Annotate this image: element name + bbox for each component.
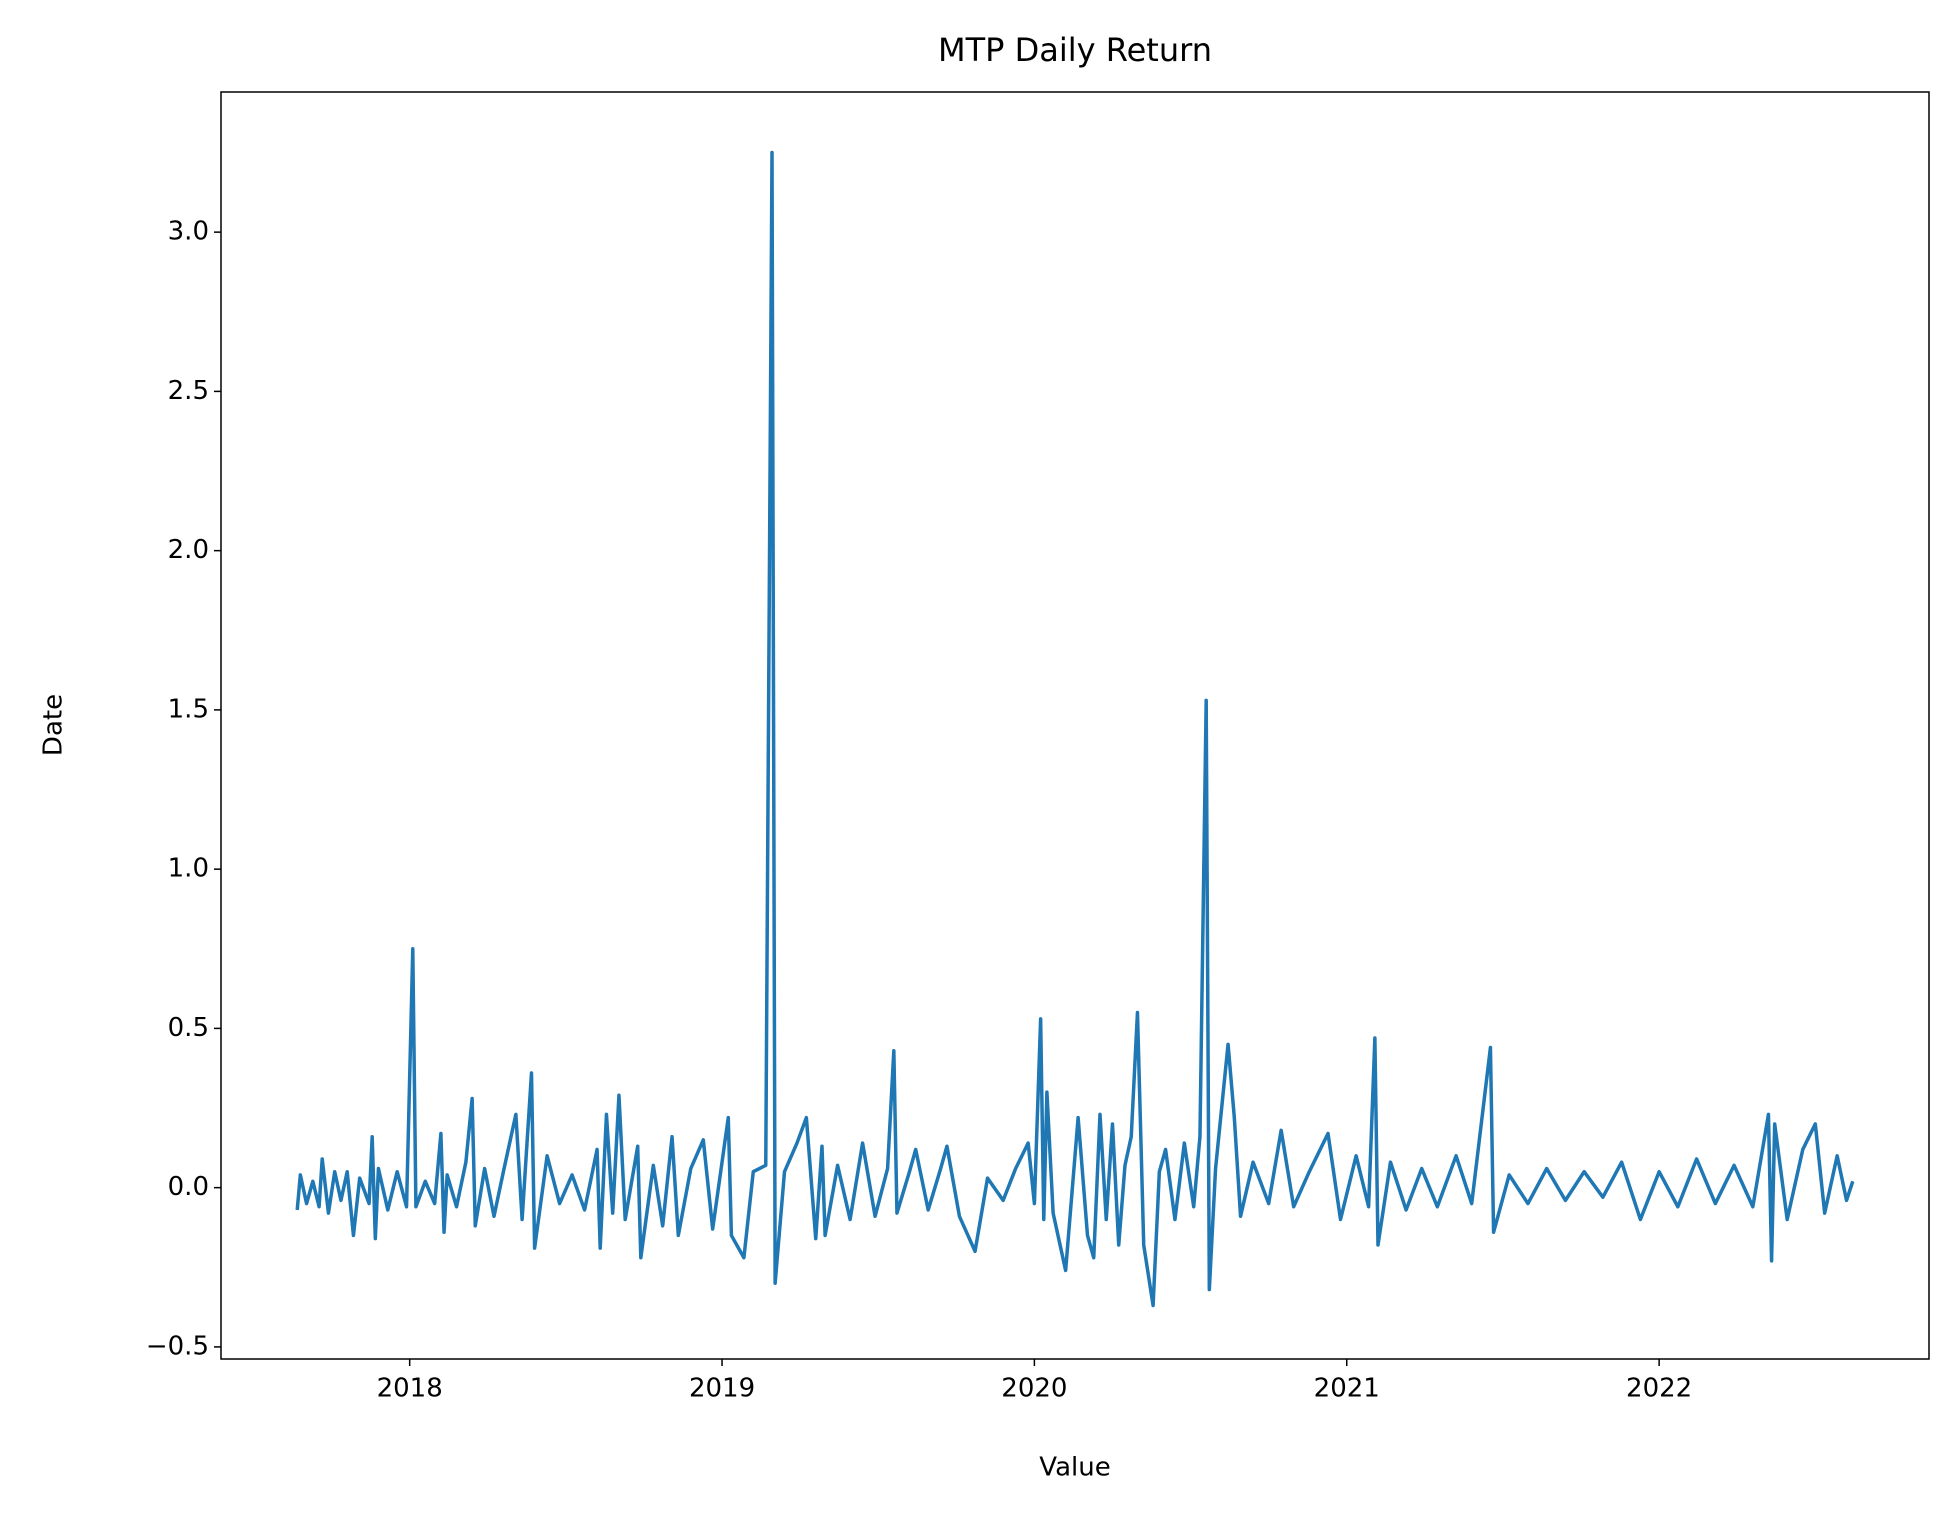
x-tick-label: 2021	[1314, 1374, 1380, 1404]
y-tick-label: 2.0	[168, 535, 209, 565]
y-tick-label: 1.0	[168, 854, 209, 884]
x-axis-label: Value	[1039, 1453, 1110, 1483]
y-tick-label: 1.5	[168, 694, 209, 724]
y-tick-label: −0.5	[146, 1331, 209, 1361]
axes-frame	[220, 91, 1930, 1360]
y-tick-label: 2.5	[168, 376, 209, 406]
y-axis-label: Date	[39, 694, 69, 756]
x-tick-label: 2019	[689, 1374, 755, 1404]
data-line	[295, 150, 1855, 1308]
x-tick-label: 2022	[1626, 1374, 1692, 1404]
y-tick-label: 3.0	[168, 217, 209, 247]
chart-title: MTP Daily Return	[938, 31, 1212, 69]
x-tick-label: 2020	[1001, 1374, 1067, 1404]
y-tick-label: 0.0	[168, 1172, 209, 1202]
y-tick-label: 0.5	[168, 1013, 209, 1043]
plot-area	[295, 150, 1855, 1308]
x-tick-label: 2018	[377, 1374, 443, 1404]
